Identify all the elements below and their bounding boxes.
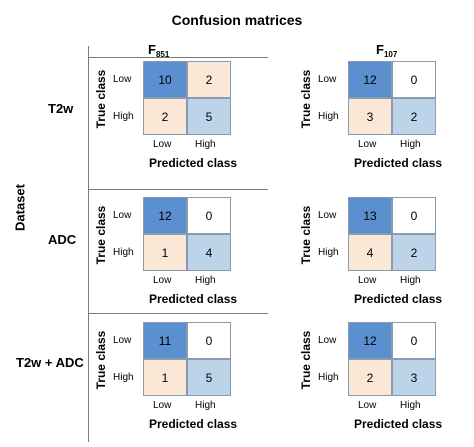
model-header-f107: F107 xyxy=(376,42,397,59)
row-divider-1 xyxy=(88,189,268,190)
matrix-cell: 5 xyxy=(187,98,231,135)
col-tick-label: Low xyxy=(153,400,172,411)
matrix-cell: 3 xyxy=(392,359,436,396)
col-tick-label: High xyxy=(400,275,421,286)
col-tick-label: Low xyxy=(153,275,172,286)
matrix-cell: 4 xyxy=(187,234,231,271)
row-label-adc: ADC xyxy=(48,232,77,247)
header-divider xyxy=(88,57,268,58)
col-tick-label: Low xyxy=(358,275,377,286)
matrix-cell: 10 xyxy=(143,61,187,98)
predicted-class-label: Predicted class xyxy=(354,417,443,431)
matrix-cell: 2 xyxy=(392,98,436,135)
predicted-class-label: Predicted class xyxy=(149,417,238,431)
col-tick-label: Low xyxy=(358,139,377,150)
col-tick-label: High xyxy=(400,139,421,150)
matrix-cell: 0 xyxy=(187,197,231,234)
row-tick-label: High xyxy=(113,247,134,258)
row-tick-label: High xyxy=(318,247,339,258)
panel-divider-vertical xyxy=(88,46,89,442)
matrix-cell: 2 xyxy=(187,61,231,98)
true-class-label: True class xyxy=(299,69,313,129)
predicted-class-label: Predicted class xyxy=(149,156,238,170)
true-class-label: True class xyxy=(94,330,108,390)
col-tick-label: High xyxy=(400,400,421,411)
true-class-label: True class xyxy=(299,330,313,390)
matrix-cell: 12 xyxy=(143,197,187,234)
row-tick-label: Low xyxy=(318,335,337,346)
matrix-cell: 0 xyxy=(392,322,436,359)
model-name: F xyxy=(148,42,156,57)
col-tick-label: Low xyxy=(358,400,377,411)
model-header-f851: F851 xyxy=(148,42,169,59)
matrix-cell: 2 xyxy=(348,359,392,396)
matrix-cell: 0 xyxy=(392,61,436,98)
true-class-label: True class xyxy=(94,205,108,265)
matrix-cell: 12 xyxy=(348,322,392,359)
predicted-class-label: Predicted class xyxy=(354,292,443,306)
row-tick-label: High xyxy=(318,372,339,383)
matrix-cell: 5 xyxy=(187,359,231,396)
row-tick-label: Low xyxy=(113,335,132,346)
matrix-cell: 3 xyxy=(348,98,392,135)
model-subscript: 851 xyxy=(155,50,170,59)
row-label-t2w: T2w xyxy=(48,101,74,116)
row-tick-label: Low xyxy=(113,210,132,221)
col-tick-label: High xyxy=(195,139,216,150)
row-tick-label: Low xyxy=(113,74,132,85)
row-tick-label: Low xyxy=(318,74,337,85)
matrix-cell: 0 xyxy=(392,197,436,234)
row-tick-label: High xyxy=(113,111,134,122)
row-tick-label: High xyxy=(113,372,134,383)
matrix-cell: 4 xyxy=(348,234,392,271)
col-tick-label: High xyxy=(195,400,216,411)
true-class-label: True class xyxy=(299,205,313,265)
matrix-cell: 0 xyxy=(187,322,231,359)
col-tick-label: Low xyxy=(153,139,172,150)
model-name: F xyxy=(376,42,384,57)
row-label-t2w-adc: T2w + ADC xyxy=(16,355,84,370)
model-subscript: 107 xyxy=(383,50,398,59)
row-tick-label: High xyxy=(318,111,339,122)
matrix-cell: 2 xyxy=(143,98,187,135)
row-divider-2 xyxy=(88,313,268,314)
matrix-cell: 13 xyxy=(348,197,392,234)
predicted-class-label: Predicted class xyxy=(354,156,443,170)
matrix-cell: 2 xyxy=(392,234,436,271)
true-class-label: True class xyxy=(94,69,108,129)
predicted-class-label: Predicted class xyxy=(149,292,238,306)
figure-title: Confusion matrices xyxy=(171,12,303,28)
col-tick-label: High xyxy=(195,275,216,286)
row-tick-label: Low xyxy=(318,210,337,221)
matrix-cell: 11 xyxy=(143,322,187,359)
matrix-cell: 1 xyxy=(143,234,187,271)
dataset-axis-label: Dataset xyxy=(12,184,28,231)
matrix-cell: 12 xyxy=(348,61,392,98)
matrix-cell: 1 xyxy=(143,359,187,396)
